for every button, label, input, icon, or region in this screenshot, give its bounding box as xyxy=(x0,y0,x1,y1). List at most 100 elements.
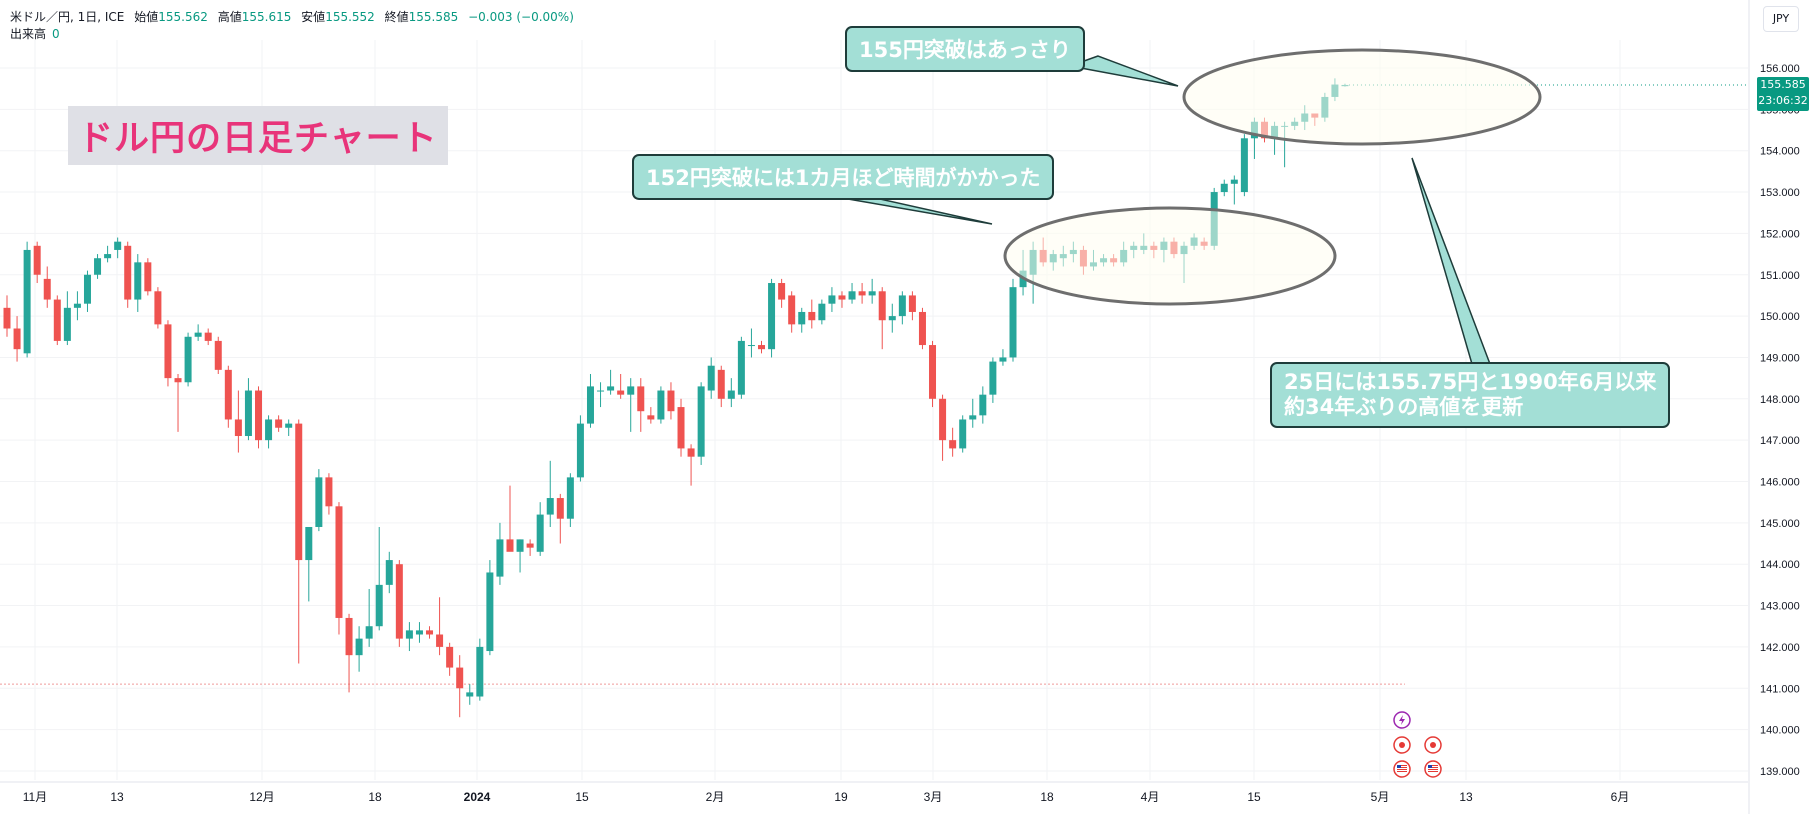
candle xyxy=(224,365,232,428)
candle-body xyxy=(104,254,112,259)
price-tick-label: 153.000 xyxy=(1760,187,1800,199)
us-flag-icon[interactable] xyxy=(1393,760,1411,778)
candle-body xyxy=(3,307,11,329)
callout-155-pointer xyxy=(1067,55,1179,87)
candle-body xyxy=(657,390,665,420)
currency-button[interactable]: JPY xyxy=(1763,6,1799,32)
candle xyxy=(355,626,363,672)
candle-body xyxy=(597,390,605,392)
candle-body xyxy=(385,560,393,585)
candle xyxy=(707,357,715,399)
symbol-info[interactable]: 米ドル／円, 1日, ICE xyxy=(10,10,125,24)
price-tick-label: 154.000 xyxy=(1760,146,1800,158)
price-tick-label: 152.000 xyxy=(1760,228,1800,240)
last-price: 155.585 xyxy=(1760,78,1806,91)
candle-body xyxy=(325,477,333,507)
candle-body xyxy=(375,584,383,627)
candle xyxy=(1230,175,1238,205)
lightning-icon[interactable] xyxy=(1393,711,1411,729)
candle-body xyxy=(566,477,574,519)
candle xyxy=(335,502,343,635)
candle xyxy=(63,291,71,346)
candle-body xyxy=(828,295,836,304)
callout-25: 25日には155.75円と1990年6月以来 約34年ぶりの高値を更新 xyxy=(1270,362,1671,428)
highlight-ellipse-155 xyxy=(1182,48,1542,146)
candle-body xyxy=(144,262,152,292)
candle xyxy=(164,320,172,387)
candle xyxy=(798,307,806,333)
candle xyxy=(617,373,625,399)
low-value: 155.552 xyxy=(325,10,375,24)
candle-body xyxy=(244,390,252,437)
candle xyxy=(104,245,112,263)
candle xyxy=(476,638,484,701)
candle-body xyxy=(1230,179,1238,184)
candle-body xyxy=(727,390,735,399)
candle xyxy=(466,684,474,705)
candle xyxy=(788,291,796,333)
candle xyxy=(848,283,856,304)
time-tick-label: 15 xyxy=(575,790,589,804)
symbol-legend: 米ドル／円, 1日, ICE 始値155.562 高値155.615 安値155… xyxy=(10,8,574,25)
candle xyxy=(214,336,222,374)
candle-body xyxy=(556,498,564,519)
candle xyxy=(456,655,464,718)
price-tick-label: 156.000 xyxy=(1760,63,1800,75)
candle xyxy=(134,254,142,312)
price-axis[interactable]: 156.000155.000154.000153.000152.000151.0… xyxy=(1760,63,1800,778)
candle xyxy=(999,349,1007,366)
candle-body xyxy=(295,423,303,561)
candle xyxy=(657,386,665,424)
candle xyxy=(838,291,846,308)
candle-body xyxy=(53,299,61,341)
candle xyxy=(94,254,102,279)
high-label: 高値 xyxy=(217,10,242,24)
candle xyxy=(124,241,132,308)
candle xyxy=(405,622,413,652)
time-axis[interactable]: 11月 13 12月 18 2024 15 2月 19 3月 18 4月 15 5月 13 6月 xyxy=(0,781,1748,804)
callout-152-pointer xyxy=(847,198,993,225)
candle-body xyxy=(395,564,403,639)
candle xyxy=(898,291,906,325)
close-label: 終値 xyxy=(384,10,409,24)
candle-body xyxy=(969,415,977,420)
candle xyxy=(265,415,273,449)
time-tick-label: 2月 xyxy=(706,790,725,804)
candle-body xyxy=(154,291,162,325)
price-tick-label: 143.000 xyxy=(1760,601,1800,613)
candle xyxy=(275,415,283,432)
candle-body xyxy=(1009,287,1017,358)
candle-body xyxy=(949,440,957,449)
candle xyxy=(778,278,786,308)
time-tick-label: 18 xyxy=(368,790,382,804)
callout-152: 152円突破には1カ月ほど時間がかかった xyxy=(632,154,1055,200)
candle-body xyxy=(707,365,715,391)
candle-body xyxy=(255,390,262,441)
candle xyxy=(204,328,212,346)
us-flag-icon[interactable] xyxy=(1424,760,1442,778)
candle-body xyxy=(536,514,544,552)
candle-body xyxy=(335,506,343,618)
candle xyxy=(576,415,584,482)
candle xyxy=(436,597,444,656)
candle xyxy=(908,291,916,321)
candle xyxy=(858,283,866,304)
candle-body xyxy=(476,646,484,697)
bar-countdown: 23:06:32 xyxy=(1758,94,1808,107)
candle xyxy=(174,373,182,432)
candle xyxy=(3,295,11,337)
event-dot-icon[interactable] xyxy=(1393,736,1411,754)
candle xyxy=(53,295,61,346)
event-markers[interactable] xyxy=(1393,711,1442,778)
candle-body xyxy=(888,316,896,321)
candle xyxy=(717,365,725,408)
candle xyxy=(727,378,735,408)
candle xyxy=(586,373,594,428)
candle xyxy=(234,390,242,453)
event-dot-icon[interactable] xyxy=(1424,736,1442,754)
candle-body xyxy=(546,498,554,515)
volume-label[interactable]: 出来高 xyxy=(10,27,47,41)
candle-body xyxy=(647,415,655,420)
candle xyxy=(808,299,816,329)
